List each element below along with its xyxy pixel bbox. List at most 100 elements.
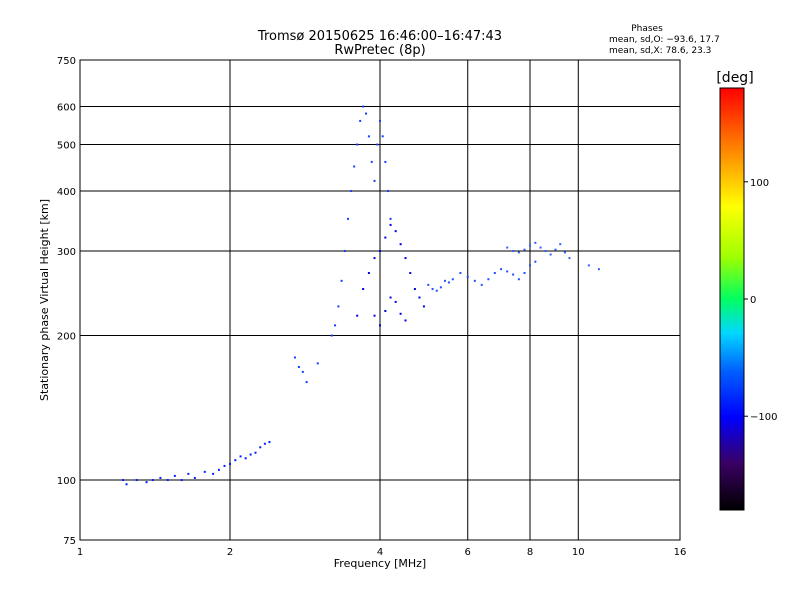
data-point xyxy=(568,257,571,260)
data-point xyxy=(443,279,446,282)
data-point xyxy=(534,260,537,263)
x-tick-label: 1 xyxy=(77,547,83,558)
data-point xyxy=(122,479,125,482)
data-point xyxy=(159,476,162,479)
x-tick-label: 16 xyxy=(674,547,687,558)
data-point xyxy=(367,271,370,274)
data-point xyxy=(554,248,557,251)
data-point xyxy=(370,160,373,163)
data-point xyxy=(447,281,450,284)
data-point xyxy=(340,279,343,282)
data-point xyxy=(512,250,515,253)
data-point xyxy=(337,305,340,308)
chart-title: Tromsø 20150625 16:46:00–16:47:43 xyxy=(257,29,502,44)
y-tick-label: 300 xyxy=(57,247,76,258)
data-point xyxy=(597,268,600,271)
data-point xyxy=(305,381,308,384)
data-point xyxy=(173,474,176,477)
data-point xyxy=(362,105,365,108)
data-point xyxy=(529,244,531,247)
data-point xyxy=(389,217,392,220)
data-point xyxy=(217,468,220,471)
colorbar-ticks: 100 0 −100 xyxy=(744,178,777,423)
data-point xyxy=(493,271,496,274)
x-axis-label: Frequency [MHz] xyxy=(334,557,426,570)
chart-subtitle: RwPretec (8p) xyxy=(334,43,425,58)
data-point xyxy=(466,275,469,278)
data-point xyxy=(439,286,442,289)
data-point xyxy=(343,250,346,253)
data-point xyxy=(587,264,590,267)
data-point xyxy=(166,479,169,482)
data-point xyxy=(384,236,387,239)
data-point xyxy=(517,251,520,254)
x-tick-label: 10 xyxy=(572,547,585,558)
data-point xyxy=(180,479,183,482)
phases-x-stats: mean, sd,X: 78.6, 23.3 xyxy=(609,46,711,56)
data-point xyxy=(431,288,434,291)
data-point xyxy=(399,243,402,246)
data-point xyxy=(435,289,438,292)
data-point xyxy=(500,268,503,271)
data-point xyxy=(386,190,389,193)
colorbar-tick-label: −100 xyxy=(750,412,777,423)
data-point xyxy=(254,451,257,454)
data-point xyxy=(384,160,387,163)
data-point xyxy=(427,283,430,286)
data-point xyxy=(203,470,206,473)
data-point xyxy=(249,453,252,456)
x-tick-label: 8 xyxy=(527,547,533,558)
data-point xyxy=(559,243,562,246)
data-point xyxy=(350,190,353,193)
data-point xyxy=(263,442,266,445)
data-point xyxy=(394,300,397,303)
data-point xyxy=(223,464,226,467)
data-point xyxy=(373,314,376,317)
data-point xyxy=(297,365,300,368)
colorbar-tick-label: 0 xyxy=(750,295,756,306)
data-point xyxy=(346,217,349,220)
data-point xyxy=(539,246,542,249)
colorbar xyxy=(719,87,745,511)
data-point xyxy=(135,479,138,482)
y-tick-label: 200 xyxy=(57,332,76,343)
data-point xyxy=(293,356,296,359)
data-point xyxy=(229,462,231,465)
data-point xyxy=(373,257,376,260)
phases-header: Phases xyxy=(631,24,663,34)
data-point xyxy=(451,278,454,281)
data-point xyxy=(334,324,337,327)
data-point xyxy=(379,119,381,122)
data-point xyxy=(301,370,304,373)
data-point xyxy=(316,362,319,365)
data-point xyxy=(379,250,381,253)
data-point xyxy=(359,119,362,122)
phases-o-stats: mean, sd,O: −93.6, 17.7 xyxy=(609,35,720,45)
data-point xyxy=(389,223,392,226)
data-point xyxy=(506,246,509,249)
data-point xyxy=(459,271,462,274)
data-point xyxy=(125,483,128,486)
data-point xyxy=(512,273,515,276)
data-point xyxy=(356,314,359,317)
data-point xyxy=(244,457,247,460)
data-point xyxy=(259,446,262,449)
data-point xyxy=(145,481,148,484)
y-tick-label: 600 xyxy=(57,103,76,114)
data-point xyxy=(549,253,552,256)
data-point xyxy=(365,112,368,115)
x-ticks: 1 2 4 6 8 10 16 xyxy=(77,547,687,558)
data-point xyxy=(523,271,526,274)
colorbar-label: [deg] xyxy=(716,70,753,86)
data-point xyxy=(389,296,392,299)
data-point xyxy=(362,288,365,291)
data-point xyxy=(381,135,384,138)
data-point xyxy=(234,459,237,462)
data-point xyxy=(212,472,215,475)
data-point xyxy=(404,319,407,322)
data-point xyxy=(376,143,379,146)
y-tick-label: 75 xyxy=(63,536,76,547)
x-tick-label: 2 xyxy=(227,547,233,558)
y-tick-label: 500 xyxy=(57,141,76,152)
